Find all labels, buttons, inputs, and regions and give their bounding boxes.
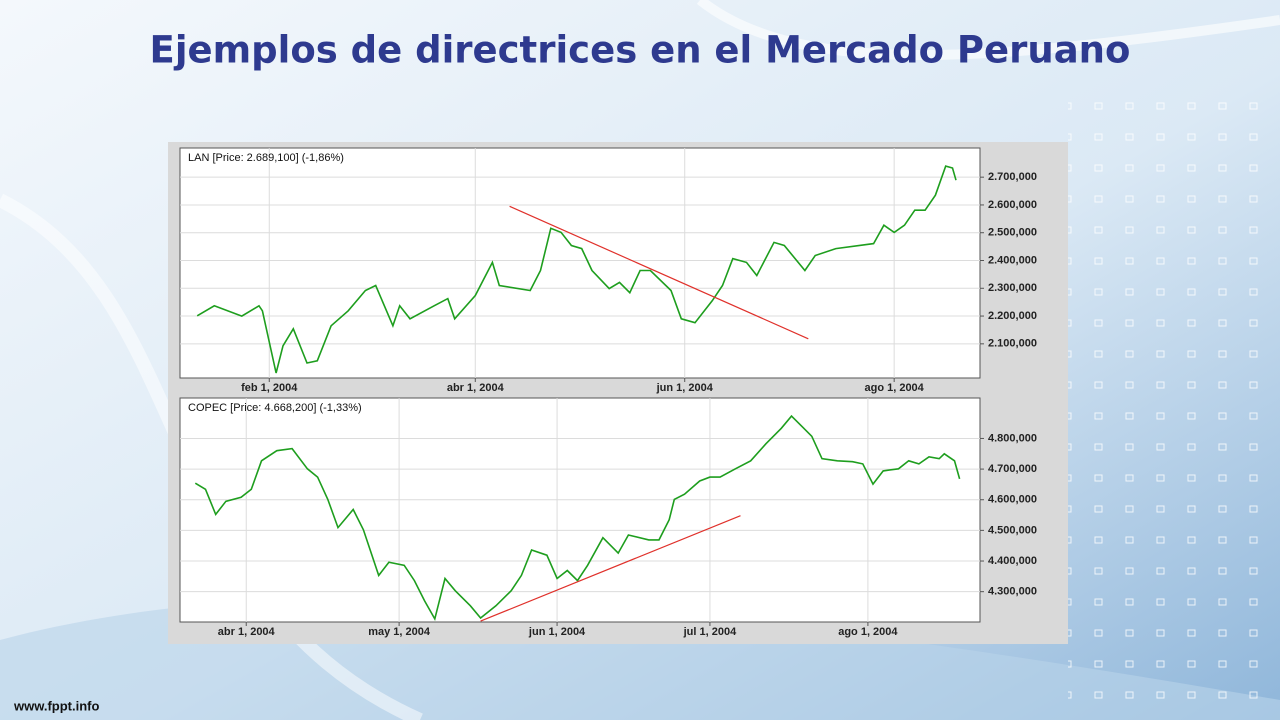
series-label: COPEC [Price: 4.668,200] (-1,33%): [188, 402, 362, 414]
x-tick-label: feb 1, 2004: [241, 382, 298, 394]
y-tick-label: 4.300,000: [988, 586, 1037, 598]
price-line: [196, 165, 957, 374]
slide-title: Ejemplos de directrices en el Mercado Pe…: [150, 29, 1131, 72]
series-label: LAN [Price: 2.689,100] (-1,86%): [188, 152, 344, 164]
trend-line: [509, 205, 809, 340]
y-tick-label: 4.600,000: [988, 494, 1037, 506]
x-tick-label: jun 1, 2004: [656, 382, 714, 394]
x-tick-label: abr 1, 2004: [447, 382, 505, 394]
plot-area: [179, 147, 981, 379]
x-tick-label: jun 1, 2004: [528, 626, 586, 638]
swoosh: [696, 0, 1280, 60]
y-tick-label: 2.400,000: [988, 254, 1037, 266]
x-tick-label: abr 1, 2004: [218, 626, 276, 638]
x-tick-label: may 1, 2004: [368, 626, 431, 638]
y-tick-label: 2.300,000: [988, 282, 1037, 294]
y-tick-label: 2.100,000: [988, 338, 1037, 350]
y-tick-label: 2.500,000: [988, 227, 1037, 239]
footer: www.fppt.info: [13, 698, 99, 713]
y-tick-label: 4.700,000: [988, 463, 1037, 475]
y-tick-label: 4.800,000: [988, 432, 1037, 444]
plot-area: [179, 397, 981, 623]
y-tick-label: 2.200,000: [988, 310, 1037, 322]
trend-line: [480, 515, 741, 622]
x-tick-label: ago 1, 2004: [838, 626, 898, 638]
x-tick-label: jul 1, 2004: [683, 626, 737, 638]
y-tick-label: 4.400,000: [988, 555, 1037, 567]
price-line: [194, 414, 961, 622]
x-tick-label: ago 1, 2004: [864, 382, 924, 394]
y-tick-label: 4.500,000: [988, 524, 1037, 536]
y-tick-label: 2.700,000: [988, 171, 1037, 183]
y-tick-label: 2.600,000: [988, 199, 1037, 211]
square-pattern: [1068, 100, 1280, 720]
